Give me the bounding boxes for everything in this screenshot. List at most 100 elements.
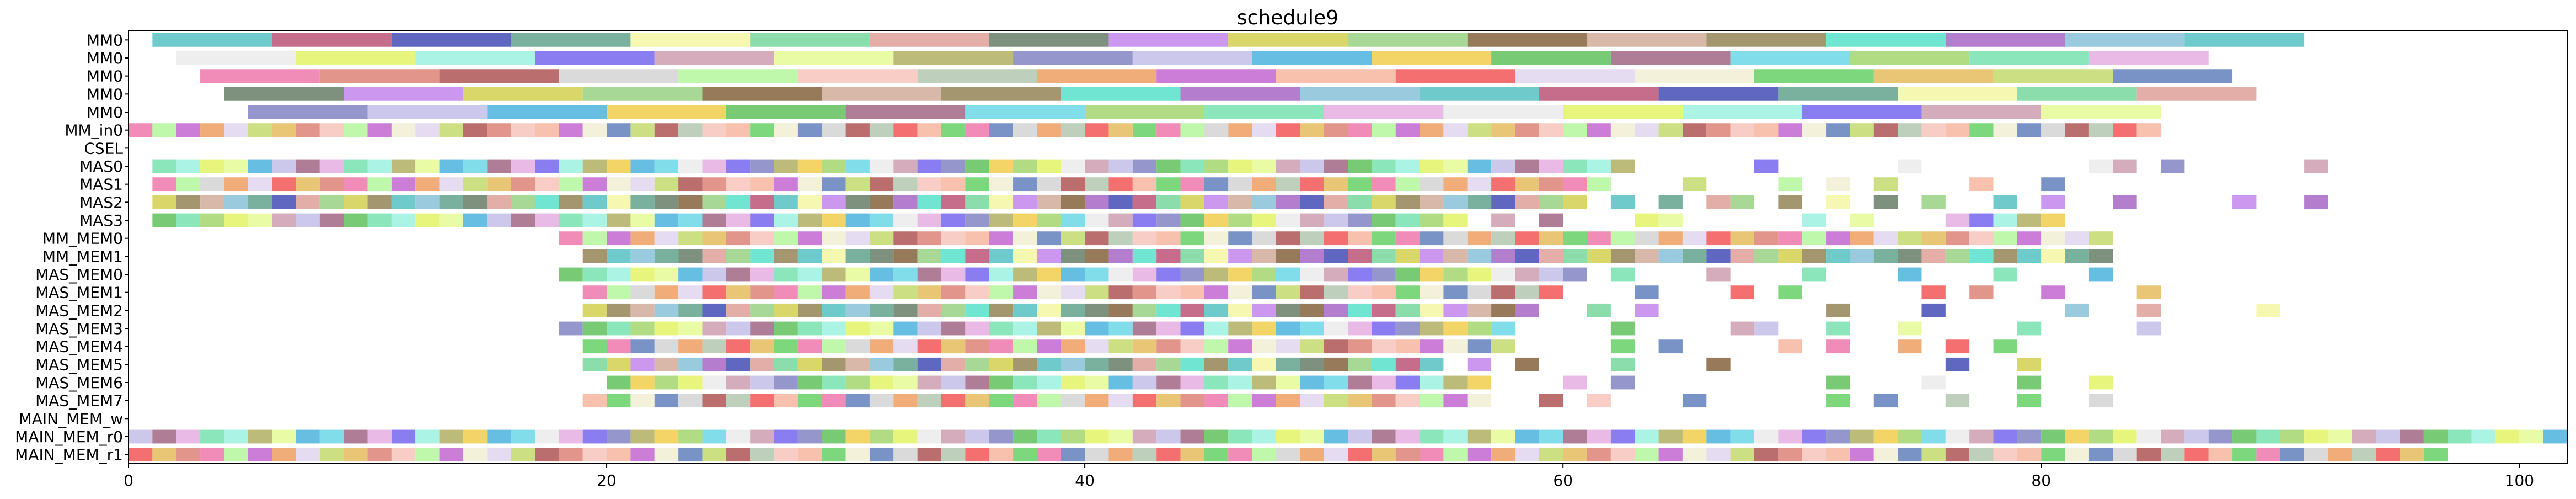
task-bar — [1945, 231, 1970, 246]
task-bar — [1563, 249, 1587, 263]
row-label: MAS_MEM7 — [35, 392, 123, 410]
task-bar — [2256, 448, 2280, 462]
task-bar — [702, 448, 726, 462]
task-bar — [1061, 339, 1085, 354]
task-bar — [1204, 267, 1229, 282]
task-bar — [630, 213, 655, 227]
task-bar — [2208, 448, 2233, 462]
task-bar — [1132, 249, 1157, 263]
task-bar — [2232, 429, 2257, 444]
task-bar — [582, 285, 607, 300]
task-bar — [1108, 213, 1133, 227]
task-bar — [1085, 123, 1109, 137]
task-bar — [893, 394, 918, 408]
task-bar — [1706, 448, 1731, 462]
task-bar — [1778, 429, 1802, 444]
task-bar — [1467, 231, 1492, 246]
task-bar — [1276, 231, 1300, 246]
task-bar — [989, 303, 1014, 317]
task-bar — [1108, 448, 1133, 462]
row-label: MAS_MEM2 — [35, 301, 123, 320]
task-bar — [1443, 195, 1468, 209]
task-bar — [726, 339, 751, 354]
task-bar — [989, 213, 1014, 227]
task-bar — [1945, 357, 1970, 371]
task-bar — [1826, 303, 1850, 317]
task-bar — [702, 123, 726, 137]
task-bar — [2017, 87, 2137, 101]
task-bar — [535, 123, 559, 137]
task-bar — [2113, 123, 2137, 137]
task-bar — [1802, 105, 1922, 119]
task-bar — [1921, 123, 1946, 137]
task-bar — [1132, 303, 1157, 317]
task-bar — [917, 123, 941, 137]
task-bar — [1228, 375, 1252, 390]
task-bar — [1945, 213, 1970, 227]
task-bar — [1276, 69, 1396, 83]
task-bar — [487, 123, 511, 137]
task-bar — [152, 448, 176, 462]
task-bar — [822, 448, 846, 462]
task-bar — [582, 448, 607, 462]
task-bar — [1945, 339, 1970, 354]
task-bar — [1348, 285, 1372, 300]
task-bar — [702, 249, 726, 263]
task-bar — [702, 394, 726, 408]
task-bar — [1921, 195, 1946, 209]
task-bar — [702, 375, 726, 390]
task-bar — [152, 195, 176, 209]
task-bar — [750, 195, 774, 209]
task-bar — [1085, 267, 1109, 282]
task-bar — [1730, 195, 1754, 209]
task-bar — [1180, 448, 1204, 462]
task-bar — [319, 429, 344, 444]
task-bar — [1085, 249, 1109, 263]
task-bar — [1108, 429, 1133, 444]
task-bar — [845, 429, 870, 444]
task-bar — [1587, 448, 1611, 462]
task-bar — [1348, 249, 1372, 263]
task-bar — [1491, 177, 1515, 192]
task-bar — [1539, 87, 1659, 101]
task-bar — [1898, 429, 1922, 444]
task-bar — [1945, 448, 1970, 462]
task-bar — [367, 159, 392, 173]
task-bar — [989, 357, 1014, 371]
task-bar — [1085, 231, 1109, 246]
task-bar — [917, 303, 941, 317]
task-bar — [1491, 321, 1515, 336]
task-bar — [726, 159, 751, 173]
task-bar — [1061, 159, 1085, 173]
task-bar — [1635, 429, 1659, 444]
task-bar — [582, 394, 607, 408]
task-bar — [1180, 123, 1204, 137]
row-label: MAS0 — [79, 157, 123, 176]
task-bar — [463, 448, 488, 462]
task-bar — [559, 159, 583, 173]
task-bar — [2017, 123, 2042, 137]
task-bar — [1395, 285, 1420, 300]
task-bar — [439, 159, 463, 173]
task-bar — [1228, 159, 1252, 173]
task-bar — [1156, 177, 1181, 192]
task-bar — [2328, 448, 2352, 462]
task-bar — [1610, 448, 1635, 462]
task-bar — [1993, 267, 2017, 282]
task-bar — [1921, 429, 1946, 444]
task-bar — [965, 213, 989, 227]
task-bar — [797, 267, 822, 282]
task-bar — [582, 177, 607, 192]
task-bar — [845, 195, 870, 209]
task-bar — [1443, 123, 1468, 137]
task-bar — [917, 285, 941, 300]
task-bar — [1826, 375, 1850, 390]
task-bar — [630, 267, 655, 282]
row-label: MM0 — [87, 31, 123, 49]
task-bar — [1969, 429, 1994, 444]
task-bar — [1467, 177, 1492, 192]
task-bar — [2423, 429, 2448, 444]
task-bar — [774, 249, 798, 263]
task-bar — [607, 357, 631, 371]
task-bar — [607, 177, 631, 192]
